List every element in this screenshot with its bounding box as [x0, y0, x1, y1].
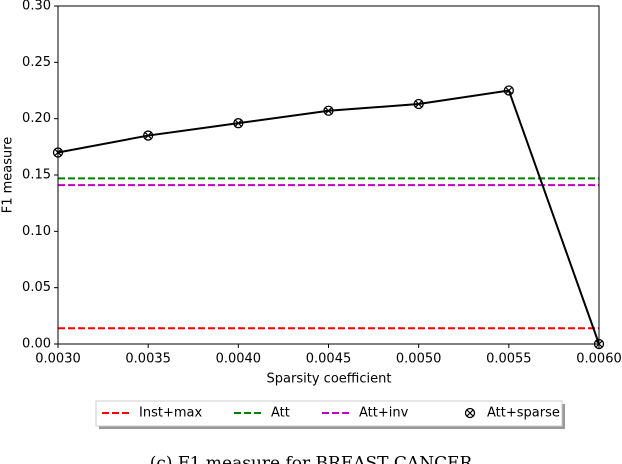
marker-cross: [415, 100, 423, 108]
x-tick-label: 0.0045: [306, 352, 352, 367]
y-tick-label: 0.00: [22, 337, 51, 352]
x-tick-label: 0.0035: [125, 352, 171, 367]
marker-cross: [234, 119, 242, 127]
caption: (c) F1 measure for BREAST CANCER: [150, 454, 474, 464]
y-axis-label: F1 measure: [1, 137, 16, 214]
data-point: [323, 105, 334, 116]
marker-cross: [144, 132, 152, 139]
y-tick-label: 0.20: [22, 111, 51, 126]
marker-ring: [413, 98, 424, 110]
marker-ring: [323, 105, 334, 116]
y-tick-label: 0.25: [22, 55, 51, 70]
marker-ring: [503, 85, 514, 96]
x-tick-label: 0.0060: [576, 352, 622, 367]
marker-cross: [505, 87, 513, 94]
plot-frame: [57, 5, 600, 345]
x-tick-label: 0.0040: [216, 352, 262, 367]
legend-label: Att: [271, 406, 290, 421]
data-point: [233, 118, 244, 129]
legend-marker: [464, 407, 476, 419]
marker-ring: [143, 130, 154, 141]
marker-cross: [325, 107, 332, 115]
y-tick-label: 0.05: [22, 280, 51, 295]
y-tick-label: 0.10: [22, 224, 51, 239]
marker-cross: [466, 409, 474, 417]
marker-ring: [233, 118, 244, 129]
y-tick-label: 0.30: [22, 0, 51, 14]
x-tick-label: 0.0030: [35, 352, 81, 367]
legend: Inst+max Att Att+inv Att+sparse: [95, 400, 565, 429]
legend-label: Att+sparse: [487, 406, 560, 421]
legend-label: Inst+max: [139, 406, 202, 421]
data-point: [413, 98, 424, 110]
marker-ring: [464, 407, 476, 419]
data-point: [503, 85, 514, 96]
x-tick-label: 0.0050: [396, 352, 442, 367]
y-tick-label: 0.15: [22, 168, 51, 183]
data-point: [143, 130, 154, 141]
series-line: [57, 89, 600, 345]
x-axis-label: Sparsity coefficient: [267, 372, 392, 387]
legend-label: Att+inv: [359, 406, 409, 421]
x-tick-label: 0.0055: [486, 352, 532, 367]
